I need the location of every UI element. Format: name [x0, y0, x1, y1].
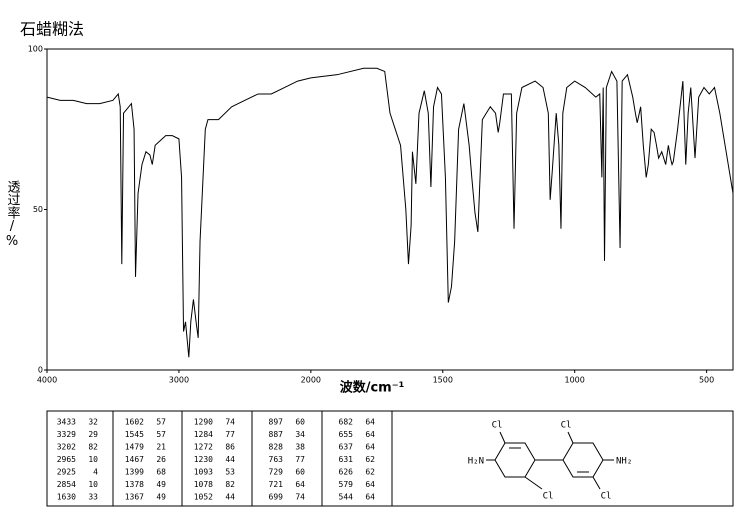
- peak-transmittance: 62: [365, 455, 375, 464]
- peak-transmittance: 57: [156, 430, 166, 439]
- peak-wavenumber: 1367: [125, 493, 144, 502]
- peak-transmittance: 4: [93, 468, 98, 477]
- peak-wavenumber: 828: [269, 443, 284, 452]
- peak-transmittance: 53: [225, 468, 235, 477]
- peak-transmittance: 64: [365, 480, 375, 489]
- peak-transmittance: 64: [365, 493, 375, 502]
- peak-transmittance: 10: [88, 480, 98, 489]
- table-dividers: [112, 411, 393, 506]
- y-tick-label: 50: [33, 205, 43, 214]
- peak-wavenumber: 544: [339, 493, 354, 502]
- spectrum-line: [46, 67, 734, 358]
- peak-transmittance: 21: [156, 443, 166, 452]
- peak-transmittance: 77: [225, 430, 235, 439]
- peak-wavenumber: 1272: [194, 443, 213, 452]
- chart-title: 石蜡糊法: [20, 20, 84, 39]
- peak-wavenumber: 1479: [125, 443, 144, 452]
- peak-wavenumber: 1602: [125, 418, 144, 427]
- x-tick-label: 1000: [565, 376, 585, 385]
- peak-wavenumber: 1284: [194, 430, 213, 439]
- atom-label: Cl: [492, 421, 503, 431]
- peak-transmittance: 34: [295, 430, 305, 439]
- y-tick-label: 0: [38, 366, 43, 375]
- peak-transmittance: 60: [295, 418, 305, 427]
- peak-wavenumber: 1399: [125, 468, 144, 477]
- peak-transmittance: 82: [225, 480, 235, 489]
- peak-transmittance: 32: [88, 418, 98, 427]
- peak-wavenumber: 763: [269, 455, 284, 464]
- molecule: [486, 431, 614, 490]
- peak-wavenumber: 699: [269, 493, 284, 502]
- peak-transmittance: 44: [225, 455, 235, 464]
- atom-label: NH₂: [616, 457, 632, 467]
- peak-transmittance: 62: [365, 468, 375, 477]
- peak-wavenumber: 1230: [194, 455, 213, 464]
- peak-transmittance: 33: [88, 493, 98, 502]
- peak-wavenumber: 1630: [57, 493, 76, 502]
- peak-wavenumber: 3202: [57, 443, 76, 452]
- peak-transmittance: 64: [295, 480, 305, 489]
- peak-transmittance: 64: [365, 430, 375, 439]
- peak-transmittance: 77: [295, 455, 305, 464]
- peak-transmittance: 44: [225, 493, 235, 502]
- peak-wavenumber: 579: [339, 480, 354, 489]
- peak-transmittance: 74: [295, 493, 305, 502]
- peak-transmittance: 64: [365, 443, 375, 452]
- atom-label: Cl: [561, 421, 572, 431]
- bond: [524, 476, 543, 490]
- x-tick-label: 500: [699, 376, 714, 385]
- atom-label: H₂N: [468, 457, 484, 467]
- peak-wavenumber: 626: [339, 468, 354, 477]
- peak-wavenumber: 2925: [57, 468, 76, 477]
- table-frame: [46, 410, 734, 507]
- peak-transmittance: 74: [225, 418, 235, 427]
- peak-wavenumber: 655: [339, 430, 354, 439]
- x-tick-label: 3000: [169, 376, 189, 385]
- peak-transmittance: 49: [156, 493, 166, 502]
- peak-transmittance: 10: [88, 455, 98, 464]
- peak-wavenumber: 3329: [57, 430, 76, 439]
- peak-wavenumber: 1545: [125, 430, 144, 439]
- atom-label: Cl: [543, 492, 554, 502]
- peak-wavenumber: 1078: [194, 480, 213, 489]
- peak-wavenumber: 637: [339, 443, 354, 452]
- peak-wavenumber: 2854: [57, 480, 76, 489]
- peak-transmittance: 64: [365, 418, 375, 427]
- bond: [592, 476, 601, 490]
- peak-wavenumber: 721: [269, 480, 284, 489]
- atom-label: Cl: [601, 492, 612, 502]
- peak-wavenumber: 887: [269, 430, 284, 439]
- bond: [567, 431, 574, 444]
- peak-transmittance: 29: [88, 430, 98, 439]
- peak-transmittance: 26: [156, 455, 166, 464]
- y-axis-label: 透过率/%: [5, 180, 21, 249]
- peak-transmittance: 49: [156, 480, 166, 489]
- peak-transmittance: 82: [88, 443, 98, 452]
- plot-frame: [46, 48, 734, 371]
- peak-wavenumber: 682: [339, 418, 354, 427]
- peak-wavenumber: 2965: [57, 455, 76, 464]
- x-axis-label: 波数/cm⁻¹: [340, 380, 405, 396]
- peak-wavenumber: 897: [269, 418, 284, 427]
- peak-transmittance: 57: [156, 418, 166, 427]
- peak-transmittance: 68: [156, 468, 166, 477]
- peak-wavenumber: 1467: [125, 455, 144, 464]
- peak-wavenumber: 1290: [194, 418, 213, 427]
- bond: [499, 431, 506, 444]
- peak-wavenumber: 3433: [57, 418, 76, 427]
- peak-transmittance: 60: [295, 468, 305, 477]
- peak-wavenumber: 729: [269, 468, 284, 477]
- peak-wavenumber: 1093: [194, 468, 213, 477]
- x-tick-label: 4000: [37, 376, 57, 385]
- peak-wavenumber: 1052: [194, 493, 213, 502]
- peak-wavenumber: 1378: [125, 480, 144, 489]
- x-tick-label: 1500: [433, 376, 453, 385]
- x-tick-label: 2000: [301, 376, 321, 385]
- peak-wavenumber: 631: [339, 455, 354, 464]
- y-tick-label: 100: [28, 45, 43, 54]
- peak-transmittance: 86: [225, 443, 235, 452]
- peak-transmittance: 38: [295, 443, 305, 452]
